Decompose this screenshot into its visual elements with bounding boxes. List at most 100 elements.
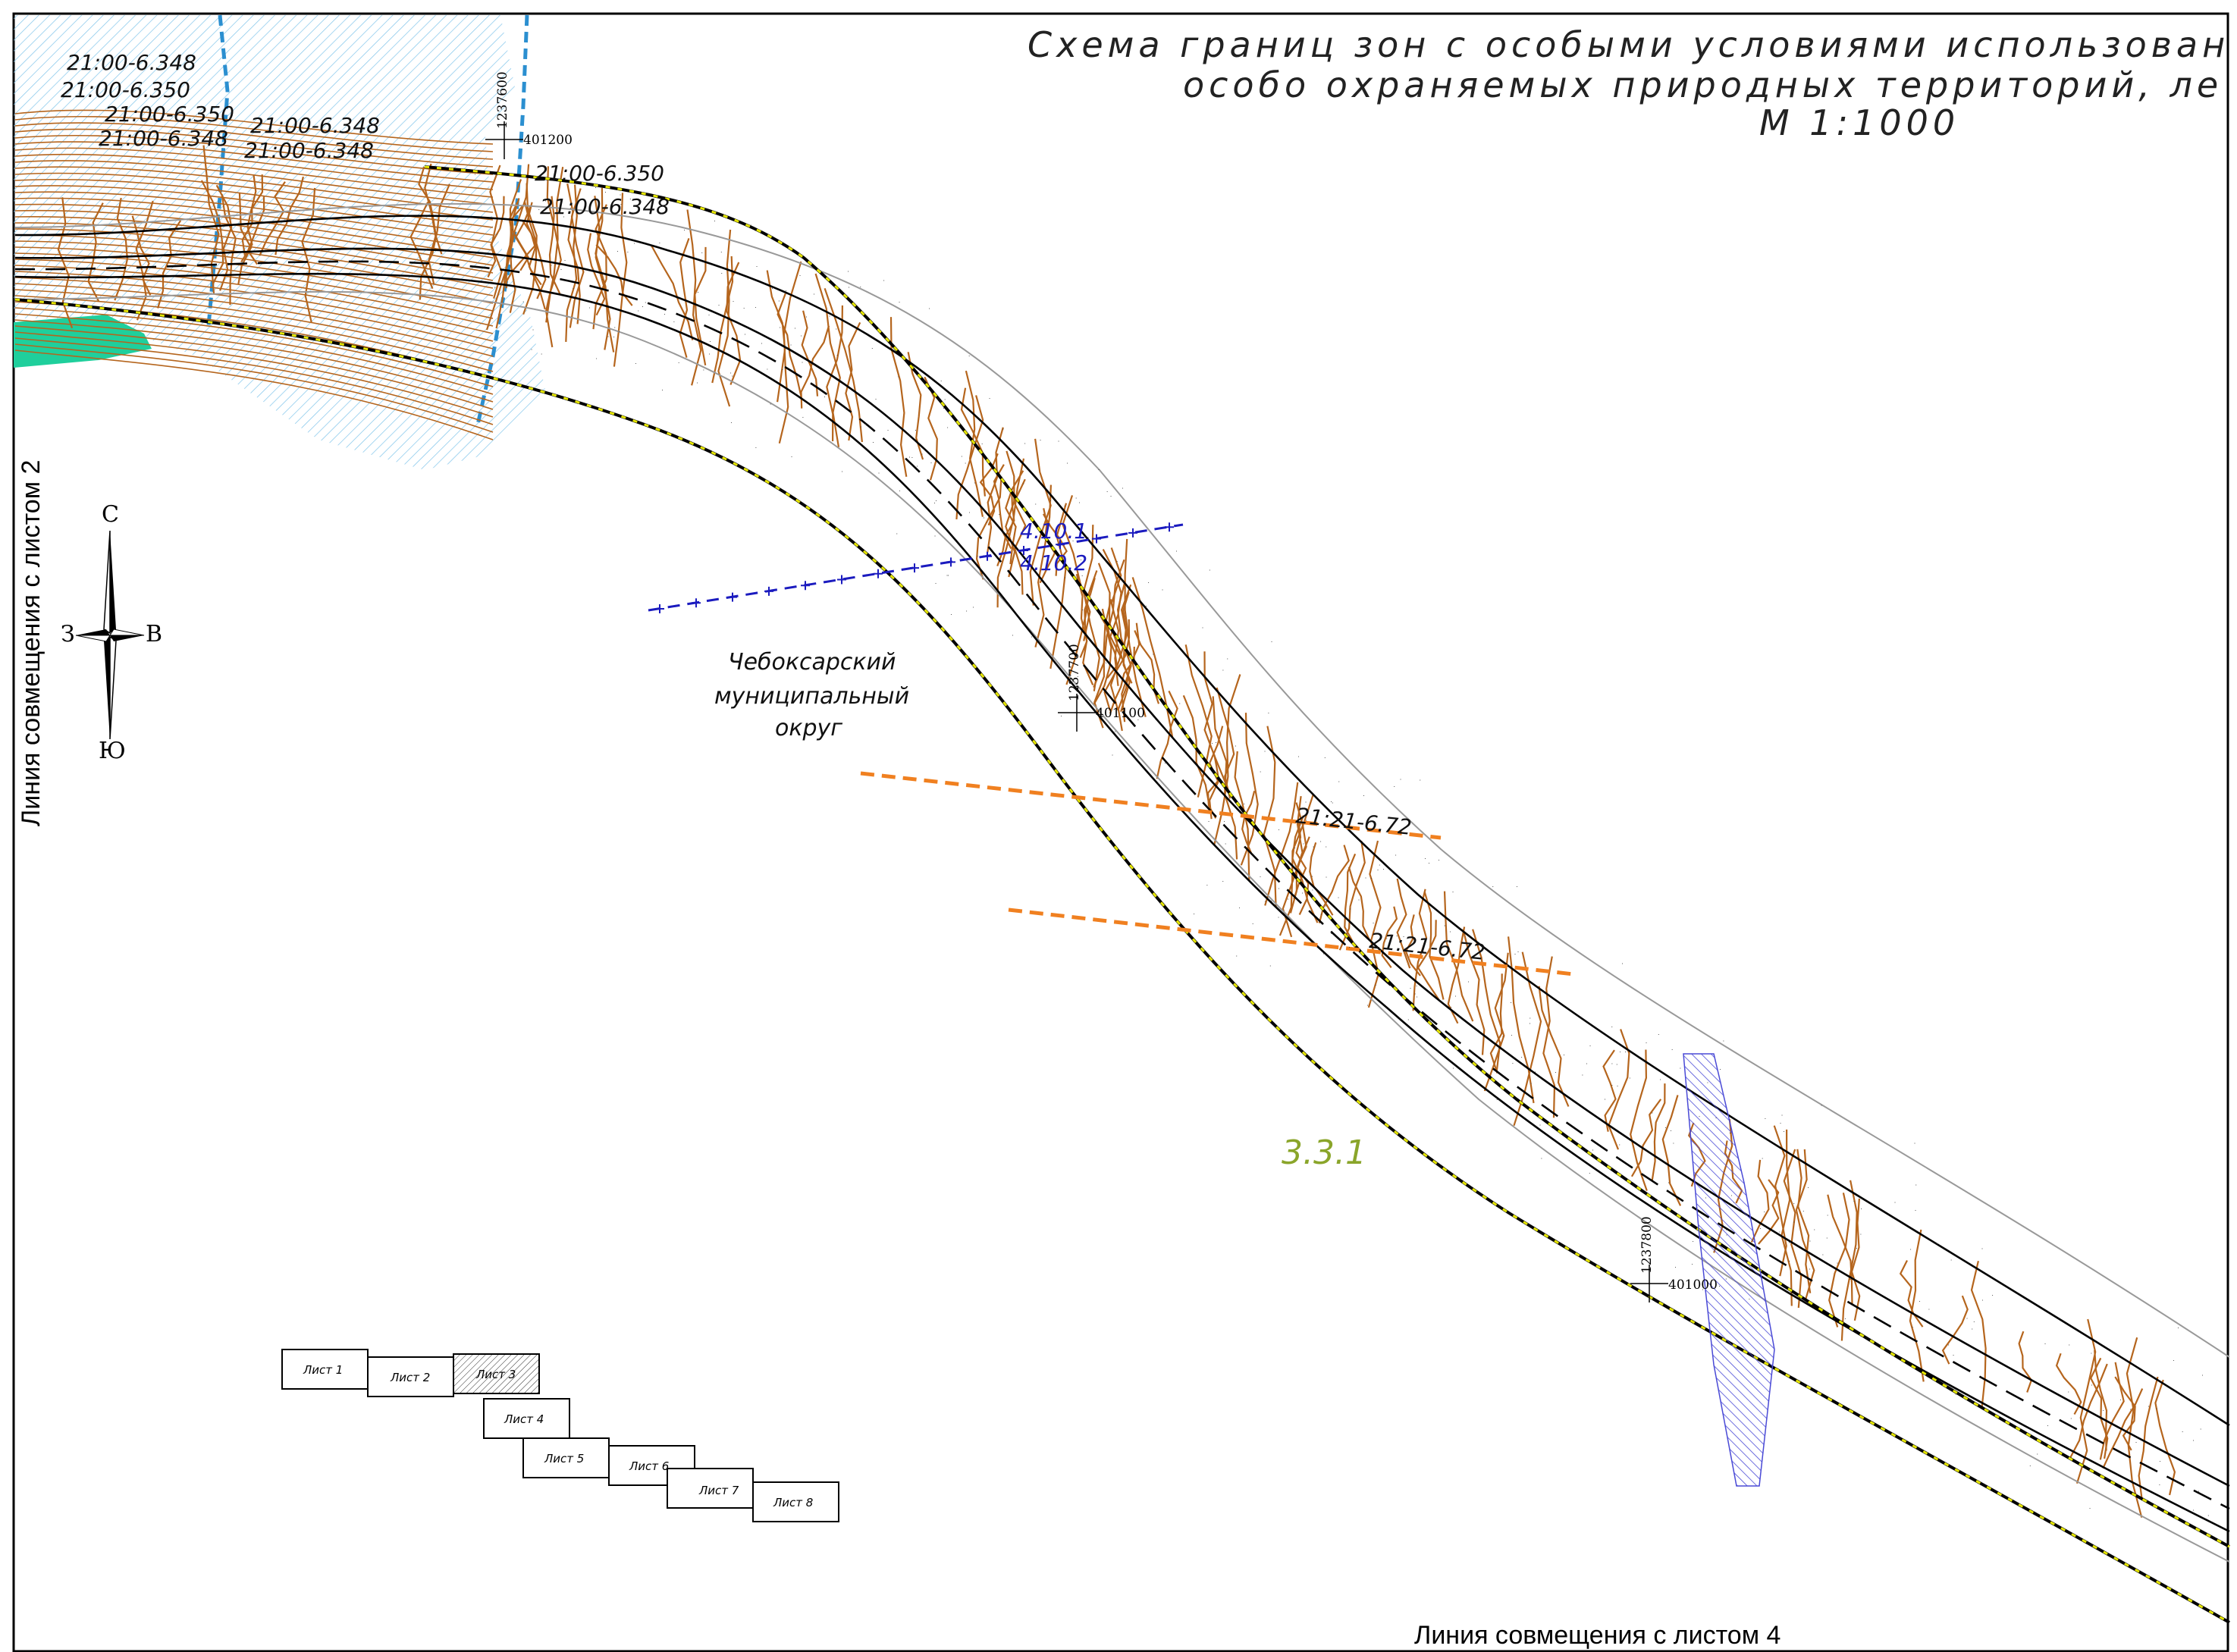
- elevation-mark: ·: [1512, 1061, 1514, 1067]
- elevation-mark: ·: [1223, 818, 1225, 825]
- contour-line: [14, 313, 494, 395]
- contour-line: [1651, 1083, 1666, 1181]
- contour-line: [489, 165, 503, 299]
- elevation-mark: ·: [1162, 587, 1164, 594]
- contour-line: [1412, 889, 1428, 1011]
- elevation-mark: ·: [2091, 1350, 2093, 1357]
- contour-line: [1005, 450, 1016, 578]
- elevation-mark: ·: [1332, 800, 1334, 807]
- sheet-5[interactable]: [522, 1437, 610, 1478]
- elevation-mark: ·: [474, 171, 476, 178]
- elevation-mark: ·: [703, 367, 705, 374]
- elevation-mark: ·: [1040, 437, 1042, 444]
- elevation-mark: ·: [1210, 695, 1213, 702]
- elevation-mark: ·: [1844, 1316, 1846, 1323]
- elevation-mark: ·: [767, 366, 769, 373]
- elevation-mark: ·: [1529, 1020, 1531, 1027]
- elevation-mark: ·: [1658, 1032, 1660, 1039]
- elevation-mark: ·: [1031, 634, 1033, 641]
- contour-line: [545, 166, 562, 323]
- elevation-mark: ·: [965, 460, 967, 467]
- elevation-mark: ·: [544, 198, 547, 205]
- elevation-mark: ·: [720, 249, 723, 256]
- elevation-mark: ·: [1348, 944, 1351, 951]
- contour-line: [1941, 1295, 1969, 1365]
- elevation-mark: ·: [1326, 844, 1328, 851]
- elevation-mark: ·: [1611, 1083, 1614, 1089]
- sheet-6[interactable]: [608, 1445, 695, 1486]
- elevation-mark: ·: [709, 338, 711, 345]
- sheet-6-label: Лист 6: [629, 1459, 669, 1473]
- elevation-mark: ·: [613, 334, 615, 340]
- elevation-mark: ·: [1313, 844, 1315, 851]
- elevation-mark: ·: [2129, 1406, 2132, 1413]
- contour-line: [1661, 1095, 1682, 1206]
- blue-plus-mark: [837, 575, 846, 585]
- elevation-mark: ·: [1498, 1045, 1501, 1052]
- elevation-mark: ·: [771, 285, 773, 292]
- elevation-mark: ·: [664, 312, 666, 318]
- elevation-mark: ·: [1077, 673, 1079, 680]
- elevation-mark: ·: [1278, 826, 1280, 833]
- sheet-8[interactable]: [752, 1481, 839, 1522]
- elevation-mark: ·: [875, 397, 877, 403]
- elevation-mark: ·: [1947, 1342, 1950, 1349]
- sheet-1[interactable]: [281, 1349, 369, 1390]
- elevation-mark: ·: [1375, 983, 1377, 989]
- contour-line: [57, 197, 74, 329]
- elevation-mark: ·: [2103, 1408, 2105, 1415]
- elevation-mark: ·: [1416, 983, 1418, 990]
- elevation-mark: ·: [860, 424, 862, 431]
- elevation-mark: ·: [1075, 495, 1078, 502]
- contour-line: [1049, 503, 1068, 669]
- elevation-mark: ·: [1105, 660, 1107, 667]
- elevation-mark: ·: [841, 469, 843, 475]
- elevation-mark: ·: [1424, 856, 1426, 863]
- elevation-mark: ·: [522, 299, 525, 306]
- contour-line: [592, 204, 607, 330]
- elevation-mark: ·: [1363, 793, 1365, 800]
- sheet-3[interactable]: [453, 1353, 540, 1394]
- elevation-mark: ·: [1981, 1246, 1984, 1252]
- contour-line: [1542, 956, 1556, 1118]
- elevation-mark: ·: [1629, 1075, 1631, 1082]
- contour-line: [1773, 1125, 1787, 1277]
- elevation-mark: ·: [620, 276, 623, 283]
- elevation-mark: ·: [1853, 1199, 1856, 1205]
- elevation-mark: ·: [1616, 1061, 1618, 1068]
- elevation-mark: ·: [1788, 1259, 1790, 1265]
- elevation-mark: ·: [535, 274, 537, 281]
- elevation-mark: ·: [1157, 781, 1159, 788]
- elevation-mark: ·: [1589, 1171, 1591, 1177]
- elevation-mark: ·: [620, 192, 622, 199]
- contour-line: [800, 325, 830, 409]
- zone-label-4-10-1: 4.10.1: [1020, 519, 1087, 544]
- elevation-mark: ·: [1912, 1324, 1914, 1331]
- elevation-mark: ·: [1809, 1266, 1811, 1273]
- grid-label-1v: 1237600: [495, 71, 510, 129]
- blue-plus-mark: [1092, 534, 1101, 544]
- elevation-mark: ·: [1377, 867, 1379, 874]
- elevation-mark: ·: [1012, 632, 1014, 639]
- elevation-mark: ·: [974, 480, 976, 487]
- grid-label-1h: 401200: [523, 133, 573, 148]
- elevation-mark: ·: [1322, 951, 1325, 958]
- sheet-4[interactable]: [483, 1398, 570, 1439]
- elevation-mark: ·: [1081, 607, 1084, 614]
- sheet-7[interactable]: [667, 1468, 754, 1509]
- compass-west: З: [61, 621, 75, 647]
- elevation-mark: ·: [1395, 852, 1397, 859]
- zone-label-a3: 21:00-6.350: [105, 102, 234, 127]
- contour-lines: [14, 109, 2176, 1518]
- elevation-mark: ·: [1035, 501, 1037, 508]
- elevation-mark: ·: [714, 218, 716, 224]
- elevation-mark: ·: [1208, 819, 1210, 826]
- elevation-mark: ·: [1324, 755, 1326, 762]
- elevation-mark: ·: [1511, 1033, 1513, 1039]
- elevation-mark: ·: [1746, 1212, 1749, 1219]
- contour-line: [157, 220, 182, 309]
- elevation-mark: ·: [1407, 1017, 1410, 1023]
- blue-plus-mark: [874, 569, 883, 578]
- zone-label-4-10-2: 4.10.2: [1020, 550, 1087, 575]
- elevation-mark: ·: [2207, 1513, 2210, 1519]
